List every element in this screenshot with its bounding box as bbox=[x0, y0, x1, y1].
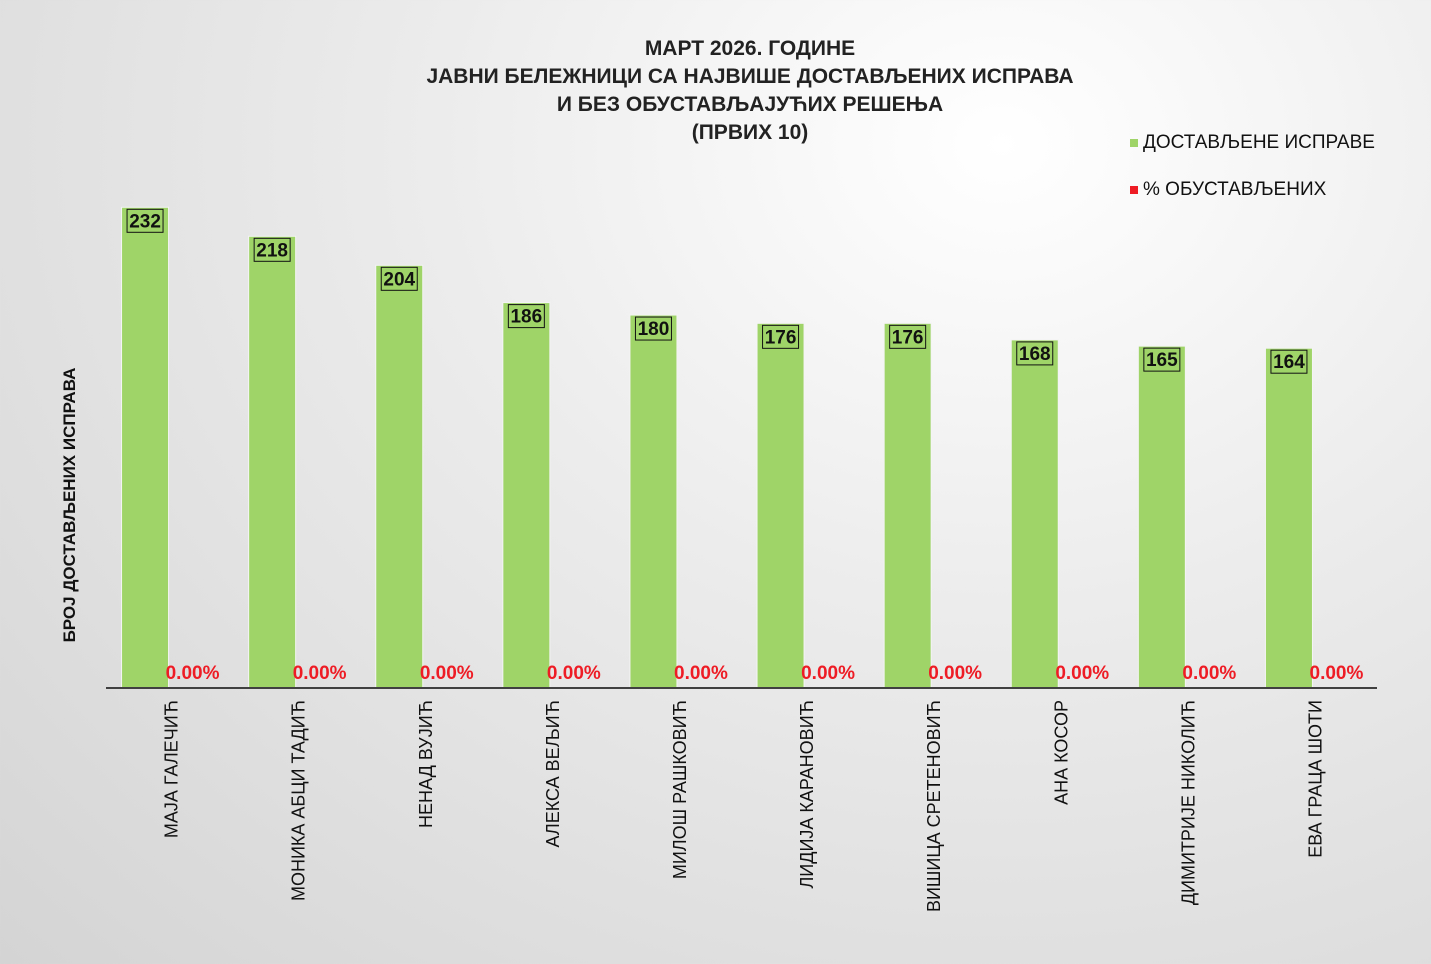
x-tick-label: АЛЕКСА ВЕЉИЋ bbox=[543, 700, 563, 847]
legend-label: % ОБУСТАВЉЕНИХ bbox=[1143, 179, 1327, 200]
data-label-box bbox=[762, 324, 800, 349]
bar-delivered bbox=[1010, 339, 1059, 689]
data-label-box bbox=[889, 324, 927, 349]
x-tick-label: НЕНАД ВУЈИЋ bbox=[416, 700, 436, 828]
x-tick-label: ДИМИТРИЈЕ НИКОЛИЋ bbox=[1178, 700, 1198, 905]
data-label-delivered: 168 bbox=[1019, 344, 1051, 365]
data-label-delivered: 176 bbox=[765, 327, 797, 348]
data-label-box bbox=[1270, 349, 1308, 374]
data-label-delivered: 232 bbox=[129, 211, 161, 232]
data-label-percent: 0.00% bbox=[801, 663, 855, 684]
bar-delivered bbox=[375, 264, 424, 689]
title-line-2: ЈАВНИ БЕЛЕЖНИЦИ СА НАЈВИШЕ ДОСТАВЉЕНИХ И… bbox=[426, 65, 1074, 88]
data-label-delivered: 186 bbox=[510, 307, 542, 328]
data-label-box bbox=[507, 304, 545, 329]
data-label-box bbox=[1016, 341, 1054, 366]
x-tick-label: ЛИДИЈА КАРАНОВИЋ bbox=[797, 700, 817, 889]
bar-delivered bbox=[883, 322, 932, 689]
data-label-percent: 0.00% bbox=[1310, 663, 1364, 684]
data-label-percent: 0.00% bbox=[420, 663, 474, 684]
x-tick-label: МОНИКА АБЦИ ТАДИЋ bbox=[289, 700, 309, 901]
data-label-percent: 0.00% bbox=[1182, 663, 1236, 684]
x-tick-label: ЕВА ГРАЦА ШОТИ bbox=[1305, 700, 1325, 858]
data-label-delivered: 164 bbox=[1273, 352, 1305, 373]
data-label-percent: 0.00% bbox=[547, 663, 601, 684]
data-label-percent: 0.00% bbox=[166, 663, 220, 684]
legend-swatch-red bbox=[1130, 186, 1138, 194]
bar-delivered bbox=[756, 322, 805, 689]
bar-delivered bbox=[1264, 347, 1313, 689]
x-tick-label: МАЈА ГАЛЕЧИЋ bbox=[162, 700, 182, 838]
legend-item-percent: % ОБУСТАВЉЕНИХ bbox=[1130, 179, 1326, 201]
data-label-delivered: 218 bbox=[256, 240, 288, 261]
bar-delivered bbox=[121, 206, 170, 689]
title-line-1: МАРТ 2026. ГОДИНЕ bbox=[644, 37, 856, 60]
data-label-delivered: 204 bbox=[383, 269, 415, 290]
data-label-box bbox=[380, 266, 418, 291]
legend-label: ДОСТАВЉЕНЕ ИСПРАВЕ bbox=[1143, 132, 1375, 153]
data-label-delivered: 180 bbox=[638, 319, 670, 340]
data-label-box bbox=[1143, 347, 1181, 372]
data-label-percent: 0.00% bbox=[928, 663, 982, 684]
legend-swatch-green bbox=[1130, 139, 1138, 147]
data-label-delivered: 176 bbox=[892, 327, 924, 348]
bar-delivered bbox=[629, 314, 678, 689]
x-tick-label: АНА КОСОР bbox=[1051, 700, 1071, 805]
data-label-box bbox=[126, 208, 164, 233]
bar-delivered bbox=[1137, 345, 1186, 689]
title-line-4: (ПРВИХ 10) bbox=[691, 121, 809, 144]
x-tick-label: МИЛОШ РАШКОВИЋ bbox=[670, 700, 690, 879]
legend-item-delivered: ДОСТАВЉЕНЕ ИСПРАВЕ bbox=[1130, 132, 1375, 154]
x-tick-label: ВИШИЦА СРЕТЕНОВИЋ bbox=[924, 700, 944, 912]
data-label-percent: 0.00% bbox=[293, 663, 347, 684]
bar-delivered bbox=[502, 302, 551, 689]
bar-delivered bbox=[248, 235, 297, 689]
data-label-box bbox=[634, 316, 672, 341]
chart-title: МАРТ 2026. ГОДИНЕ ЈАВНИ БЕЛЕЖНИЦИ СА НАЈ… bbox=[0, 35, 1431, 147]
data-label-percent: 0.00% bbox=[674, 663, 728, 684]
data-label-percent: 0.00% bbox=[1055, 663, 1109, 684]
data-label-box bbox=[253, 237, 291, 262]
title-line-3: И БЕЗ ОБУСТАВЉАЈУЋИХ РЕШЕЊА bbox=[556, 93, 944, 116]
data-label-delivered: 165 bbox=[1146, 350, 1178, 371]
